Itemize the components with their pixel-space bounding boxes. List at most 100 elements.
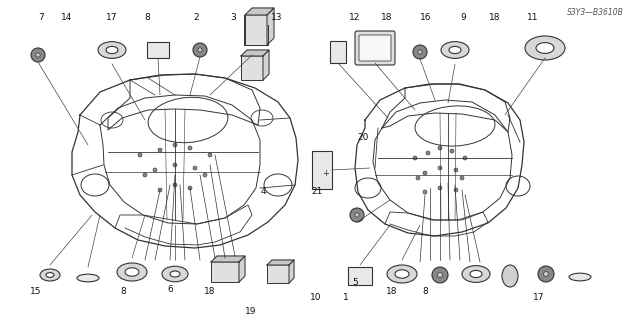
Text: 19: 19 bbox=[245, 307, 256, 316]
Ellipse shape bbox=[438, 166, 442, 170]
Ellipse shape bbox=[438, 186, 442, 190]
Ellipse shape bbox=[502, 265, 518, 287]
Bar bbox=[330, 41, 346, 63]
Ellipse shape bbox=[40, 269, 60, 281]
Polygon shape bbox=[241, 50, 269, 56]
Text: 15: 15 bbox=[30, 287, 42, 296]
Bar bbox=[245, 15, 267, 45]
Text: 7: 7 bbox=[38, 13, 44, 22]
Ellipse shape bbox=[416, 176, 420, 180]
Bar bbox=[147, 42, 169, 58]
Ellipse shape bbox=[543, 272, 548, 276]
Ellipse shape bbox=[454, 188, 458, 192]
Bar bbox=[267, 265, 289, 283]
Ellipse shape bbox=[188, 186, 192, 190]
Text: S3Y3—B3610B: S3Y3—B3610B bbox=[567, 8, 624, 17]
Ellipse shape bbox=[198, 48, 202, 52]
Ellipse shape bbox=[153, 168, 157, 172]
Ellipse shape bbox=[441, 42, 469, 58]
Ellipse shape bbox=[98, 42, 126, 58]
Ellipse shape bbox=[463, 156, 467, 160]
Ellipse shape bbox=[426, 151, 430, 155]
Text: 4: 4 bbox=[261, 188, 266, 196]
Text: 13: 13 bbox=[271, 13, 283, 22]
Text: 12: 12 bbox=[349, 13, 361, 22]
Text: 20: 20 bbox=[357, 133, 368, 142]
Ellipse shape bbox=[31, 48, 45, 62]
Ellipse shape bbox=[208, 153, 212, 157]
Ellipse shape bbox=[413, 45, 427, 59]
Ellipse shape bbox=[188, 146, 192, 150]
Ellipse shape bbox=[423, 171, 427, 175]
Ellipse shape bbox=[203, 173, 207, 177]
Ellipse shape bbox=[462, 266, 490, 282]
Ellipse shape bbox=[36, 53, 40, 57]
Ellipse shape bbox=[437, 273, 443, 277]
Text: 8: 8 bbox=[120, 287, 127, 296]
Ellipse shape bbox=[355, 213, 359, 217]
Text: +: + bbox=[323, 169, 330, 178]
Bar bbox=[348, 267, 372, 285]
Text: 3: 3 bbox=[230, 13, 236, 22]
Text: 17: 17 bbox=[533, 293, 545, 302]
Ellipse shape bbox=[413, 156, 417, 160]
Ellipse shape bbox=[470, 270, 482, 277]
Ellipse shape bbox=[143, 173, 147, 177]
Ellipse shape bbox=[173, 143, 177, 147]
Ellipse shape bbox=[170, 271, 180, 277]
Ellipse shape bbox=[395, 270, 409, 278]
Ellipse shape bbox=[46, 273, 54, 277]
Text: 18: 18 bbox=[204, 287, 215, 296]
Ellipse shape bbox=[350, 208, 364, 222]
Ellipse shape bbox=[193, 166, 197, 170]
Ellipse shape bbox=[193, 43, 207, 57]
Text: 11: 11 bbox=[527, 13, 538, 22]
Ellipse shape bbox=[423, 190, 427, 194]
Text: 18: 18 bbox=[386, 287, 398, 296]
Ellipse shape bbox=[158, 148, 162, 152]
Text: 21: 21 bbox=[311, 188, 323, 196]
Bar bbox=[211, 262, 239, 282]
Text: 14: 14 bbox=[61, 13, 72, 22]
Polygon shape bbox=[289, 260, 294, 283]
Ellipse shape bbox=[125, 268, 139, 276]
Ellipse shape bbox=[106, 46, 118, 53]
Ellipse shape bbox=[449, 46, 461, 53]
Bar bbox=[312, 151, 332, 189]
Ellipse shape bbox=[173, 163, 177, 167]
Ellipse shape bbox=[158, 188, 162, 192]
Ellipse shape bbox=[77, 274, 99, 282]
Ellipse shape bbox=[173, 183, 177, 187]
Polygon shape bbox=[211, 256, 245, 262]
Text: 8: 8 bbox=[144, 13, 150, 22]
Ellipse shape bbox=[387, 265, 417, 283]
Ellipse shape bbox=[538, 266, 554, 282]
Polygon shape bbox=[267, 8, 274, 45]
Text: 9: 9 bbox=[460, 13, 466, 22]
Ellipse shape bbox=[418, 50, 422, 54]
Ellipse shape bbox=[525, 36, 565, 60]
Text: 18: 18 bbox=[381, 13, 392, 22]
Text: 6: 6 bbox=[167, 285, 173, 294]
Ellipse shape bbox=[162, 266, 188, 282]
Ellipse shape bbox=[117, 263, 147, 281]
Ellipse shape bbox=[450, 149, 454, 153]
Text: 16: 16 bbox=[420, 13, 432, 22]
Polygon shape bbox=[245, 8, 274, 15]
Ellipse shape bbox=[432, 267, 448, 283]
Ellipse shape bbox=[438, 146, 442, 150]
FancyBboxPatch shape bbox=[359, 35, 391, 61]
Text: 2: 2 bbox=[194, 13, 199, 22]
Polygon shape bbox=[263, 50, 269, 80]
Text: 1: 1 bbox=[342, 293, 349, 302]
Ellipse shape bbox=[460, 176, 464, 180]
FancyBboxPatch shape bbox=[355, 31, 395, 65]
Polygon shape bbox=[239, 256, 245, 282]
Text: 5: 5 bbox=[352, 278, 358, 287]
Ellipse shape bbox=[569, 273, 591, 281]
Text: 18: 18 bbox=[489, 13, 500, 22]
Ellipse shape bbox=[536, 43, 554, 53]
Text: 10: 10 bbox=[310, 293, 321, 302]
Ellipse shape bbox=[454, 168, 458, 172]
Polygon shape bbox=[267, 260, 294, 265]
